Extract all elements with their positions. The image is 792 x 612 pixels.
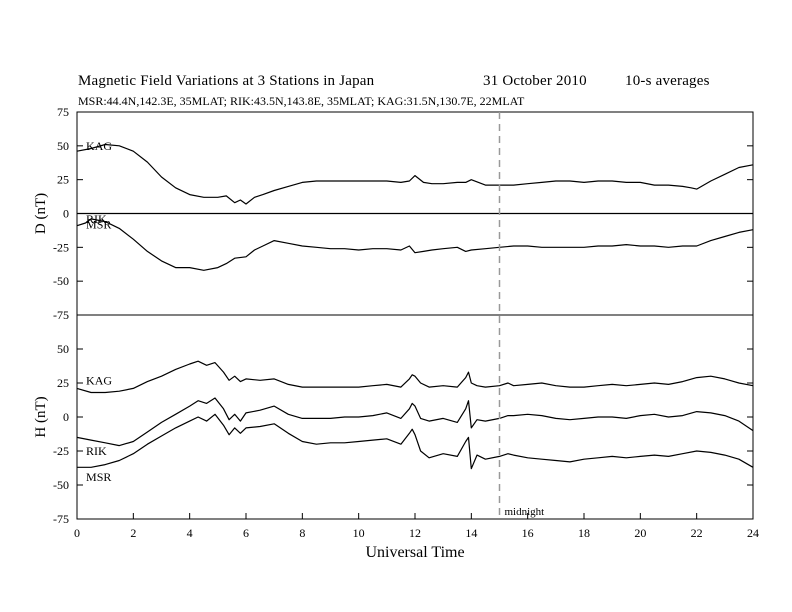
averaging-label: 10-s averages: [625, 73, 710, 89]
series-line-rik-d: [76, 218, 754, 271]
y-tick-label: -25: [53, 444, 69, 458]
series-line-rik-h: [76, 397, 754, 447]
panel-2-frame: [76, 314, 754, 520]
series-label-kag: KAG: [86, 373, 112, 387]
x-tick-label: 2: [130, 526, 136, 540]
x-tick-label: 8: [299, 526, 305, 540]
series-line-kag-h: [76, 360, 754, 394]
x-tick-label: 16: [522, 526, 534, 540]
y-tick-label: 50: [57, 139, 69, 153]
x-tick-label: 18: [578, 526, 590, 540]
x-tick-label: 20: [634, 526, 646, 540]
y-tick-label: 0: [63, 410, 69, 424]
x-tick-label: 22: [691, 526, 703, 540]
series-label-rik: RIK: [86, 444, 107, 458]
chart-date: 31 October 2010: [483, 73, 587, 89]
x-axis-label: Universal Time: [365, 544, 464, 561]
series-label-kag: KAG: [86, 139, 112, 153]
series-label-msr: MSR: [86, 217, 111, 231]
x-tick-label: 12: [409, 526, 421, 540]
x-tick-label: 10: [353, 526, 365, 540]
y-axis-label: H (nT): [33, 396, 49, 437]
x-tick-label: 24: [747, 526, 759, 540]
y-tick-label: -50: [53, 478, 69, 492]
y-tick-label: -75: [53, 308, 69, 322]
x-tick-label: 6: [243, 526, 249, 540]
y-tick-label: -50: [53, 274, 69, 288]
chart-title: Magnetic Field Variations at 3 Stations …: [78, 73, 375, 89]
y-axis-label: D (nT): [33, 193, 49, 234]
y-tick-label: 50: [57, 342, 69, 356]
series-line-msr-h: [77, 413, 754, 470]
x-tick-label: 4: [187, 526, 193, 540]
x-tick-label: 0: [74, 526, 80, 540]
series-line-kag-d: [76, 143, 754, 205]
y-tick-label: -75: [53, 512, 69, 526]
y-tick-label: -25: [53, 240, 69, 254]
x-tick-label: 14: [465, 526, 477, 540]
y-tick-label: 75: [57, 105, 69, 119]
y-tick-label: 25: [57, 173, 69, 187]
y-tick-label: 25: [57, 376, 69, 390]
y-tick-label: 0: [63, 207, 69, 221]
series-label-msr: MSR: [86, 470, 111, 484]
midnight-label: midnight: [505, 506, 545, 518]
station-list: MSR:44.4N,142.3E, 35MLAT; RIK:43.5N,143.…: [78, 94, 525, 108]
series-label-rik: RIK: [86, 212, 107, 226]
